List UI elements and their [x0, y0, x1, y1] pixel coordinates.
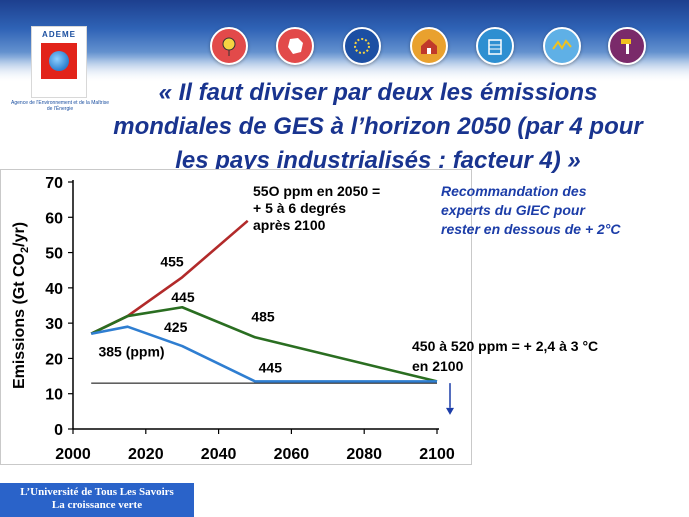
y-axis-title: Emissions (Gt CO2/yr)	[11, 222, 31, 389]
y-tick-label: 30	[45, 316, 63, 333]
footer-bar: L’Université de Tous Les Savoirs La croi…	[0, 483, 194, 517]
ppm-annotation: 445	[171, 289, 195, 305]
series-line-0	[90, 219, 249, 335]
globe-icon	[49, 51, 69, 71]
hammer-icon[interactable]	[608, 27, 646, 65]
series-line-2	[90, 325, 437, 383]
down-arrow-head	[446, 407, 454, 415]
agency-name: Agence de l'Environnement et de la Maîtr…	[11, 100, 109, 112]
x-tick-label: 2040	[201, 446, 237, 463]
wave-icon[interactable]	[543, 27, 581, 65]
eu-stars-icon[interactable]	[343, 27, 381, 65]
balloon-icon[interactable]	[210, 27, 248, 65]
ppm-annotation: 385 (ppm)	[98, 344, 164, 360]
logo-text: ADEME	[42, 30, 76, 39]
y-tick-label: 0	[54, 422, 63, 439]
y-tick-label: 10	[45, 387, 63, 404]
y-tick-label: 70	[45, 175, 63, 192]
x-tick-label: 2000	[55, 446, 91, 463]
ppm-annotation: 455	[160, 254, 184, 270]
chart-frame	[0, 169, 472, 465]
y-tick-label: 60	[45, 210, 63, 227]
x-tick-label: 2080	[346, 446, 382, 463]
ademe-logo: ADEME	[31, 26, 87, 98]
note-550-ppm: 55O ppm en 2050 = + 5 à 6 degrés après 2…	[253, 183, 381, 233]
building-icon[interactable]	[476, 27, 514, 65]
note-giec: Recommandation des experts du GIEC pour …	[441, 183, 621, 237]
y-tick-label: 40	[45, 281, 63, 298]
slide-title: « Il faut diviser par deux les émissions…	[113, 79, 643, 174]
note-450-ppm: 450 à 520 ppm = + 2,4 à 3 °C en 2100	[412, 338, 599, 374]
x-tick-label: 2020	[128, 446, 164, 463]
x-tick-label: 2060	[274, 446, 310, 463]
ppm-annotation: 485	[251, 308, 275, 324]
ppm-annotation: 445	[259, 360, 283, 376]
house-icon[interactable]	[410, 27, 448, 65]
series-line-1	[90, 305, 438, 383]
ppm-annotation: 425	[164, 319, 188, 335]
y-tick-label: 50	[45, 246, 63, 263]
france-map-icon[interactable]	[276, 27, 314, 65]
footer-line-1: L’Université de Tous Les Savoirs	[20, 486, 174, 498]
y-tick-label: 20	[45, 351, 63, 368]
footer-line-2: La croissance verte	[51, 499, 143, 511]
x-tick-label: 2100	[419, 446, 455, 463]
